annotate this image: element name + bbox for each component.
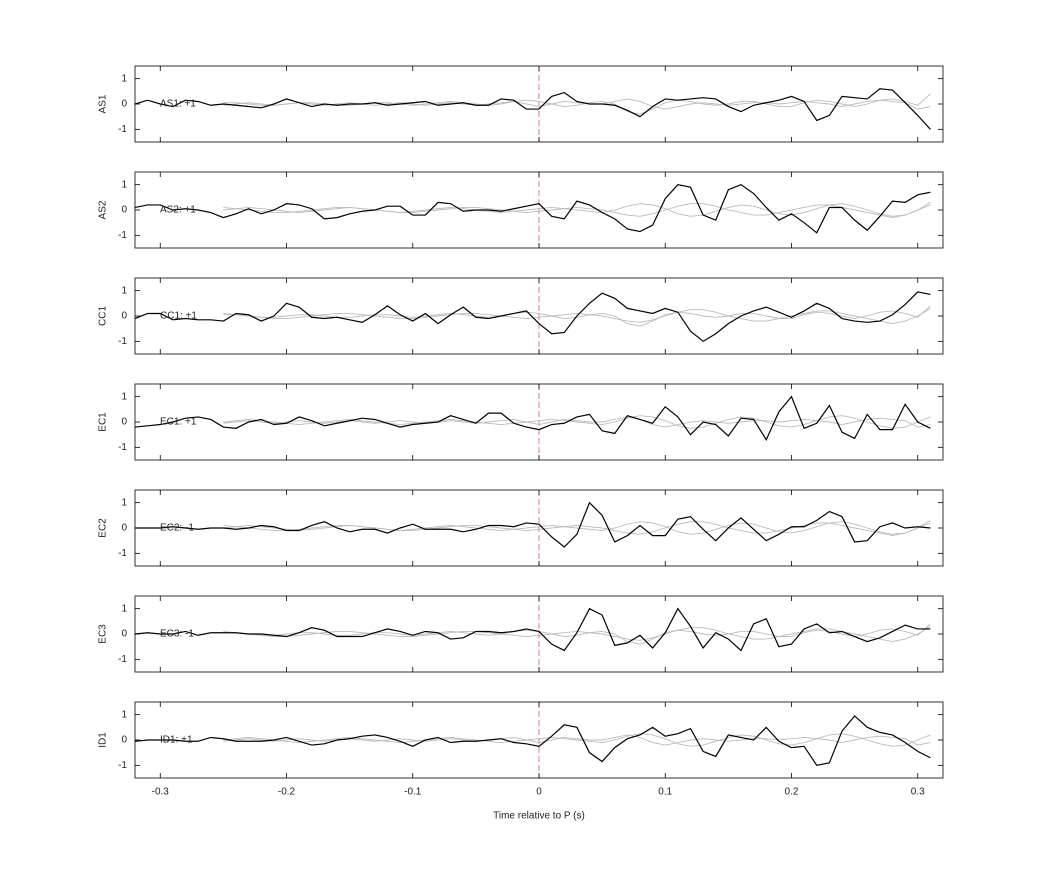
y-tick-label: 1 [121,285,127,296]
panel: -1 0 1 CC1 CC1: +1 [98,277,944,355]
y-tick-label: 1 [121,73,127,84]
trace [135,395,931,441]
panel: -1 0 1 AS1 AS1: +1 [98,65,944,143]
y-tick-label: -1 [118,654,127,665]
y-axis-title: AS2 [98,200,109,219]
plot-area [135,66,931,142]
y-tick-label: 1 [121,709,127,720]
plot-area [135,384,931,460]
panel: -1 0 1 EC2 EC2: -1 [98,489,944,567]
y-tick-label: -1 [118,760,127,771]
x-tick-label: 0.3 [911,787,925,798]
y-tick-label: -1 [118,442,127,453]
panel: -1 0 1 EC1 EC1: +1 [98,383,944,461]
trace [135,291,931,343]
plot-area [135,596,931,672]
trace [135,715,931,766]
y-axis-title: ID1 [98,732,109,748]
plot-area [135,278,931,354]
x-axis-title: Time relative to P (s) [493,811,585,822]
x-tick-label: -0.3 [152,787,170,798]
trace [223,520,931,537]
y-tick-label: 0 [121,735,127,746]
y-axis-title: CC1 [98,306,109,326]
channel-annotation: AS2: +1 [160,205,196,216]
y-tick-label: 1 [121,603,127,614]
y-axis-title: EC1 [98,412,109,432]
panel: -1 0 1 EC3 EC3: -1 [98,595,944,673]
trace [223,415,931,429]
x-tick-label: -0.1 [404,787,422,798]
y-tick-label: 0 [121,417,127,428]
trace [223,308,931,325]
trace [223,203,931,217]
y-tick-label: 1 [121,497,127,508]
trace [223,521,931,535]
plot-area [135,172,931,248]
channel-annotation: ID1: +1 [160,735,193,746]
x-tick-label: -0.2 [278,787,296,798]
x-tick-label: 0.2 [785,787,799,798]
y-axis-title: EC3 [98,624,109,644]
channel-annotation: EC2: -1 [160,523,194,534]
panel: -1 0 1 AS2 AS2: +1 [98,171,944,249]
y-tick-label: -1 [118,124,127,135]
plot-area [135,490,931,566]
y-axis-title: AS1 [98,94,109,113]
channel-annotation: AS1: +1 [160,99,196,110]
y-tick-label: 1 [121,179,127,190]
trace [223,305,931,327]
panel: -1 0 1 -0.3 -0.2 -0.1 0 0.1 0.2 0.3 Time relative … [98,701,944,822]
trace [223,98,931,110]
channel-annotation: EC1: +1 [160,417,197,428]
trace [223,416,931,428]
trace [135,501,931,548]
plot-area [135,702,931,778]
y-tick-label: 0 [121,523,127,534]
y-tick-label: -1 [118,548,127,559]
y-tick-label: 0 [121,99,127,110]
y-tick-label: -1 [118,230,127,241]
y-tick-label: 0 [121,205,127,216]
y-tick-label: 0 [121,311,127,322]
y-tick-label: 1 [121,391,127,402]
channel-annotation: EC3: -1 [160,629,194,640]
trace [223,202,931,219]
x-tick-label: 0.1 [658,787,672,798]
trace [135,88,931,130]
channel-annotation: CC1: +1 [160,311,197,322]
trace [223,733,931,747]
trace [135,607,931,652]
trace [223,623,931,645]
x-tick-label: 0 [536,787,542,798]
trace [135,183,931,234]
y-axis-title: EC2 [98,518,109,538]
y-tick-label: -1 [118,336,127,347]
y-tick-label: 0 [121,629,127,640]
